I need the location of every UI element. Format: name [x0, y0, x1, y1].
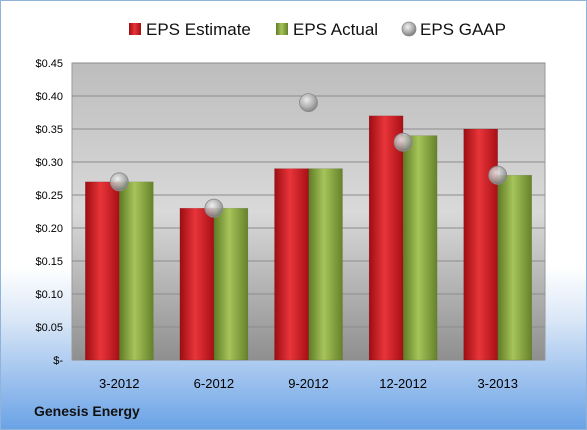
legend-label: EPS Estimate [146, 20, 251, 39]
x-tick-label: 3-2013 [477, 376, 517, 391]
y-tick-label: $0.40 [35, 91, 63, 103]
y-tick-label: $0.45 [35, 58, 63, 70]
y-tick-label: $0.30 [35, 157, 63, 169]
y-axis-ticks: $- $0.05 $0.10 $0.15 $0.20 $0.25 $0.30 $0.35 $0.… [35, 58, 63, 367]
x-tick-label: 6-2012 [194, 376, 234, 391]
eps-gaap-marker [488, 165, 508, 185]
eps-gaap-marker [393, 132, 413, 152]
y-tick-label: $0.15 [35, 256, 63, 268]
y-tick-label: $0.10 [35, 289, 63, 301]
eps-actual-bar [402, 135, 438, 361]
bars [85, 115, 532, 361]
eps-gaap-marker [204, 198, 224, 218]
eps-estimate-bar [85, 181, 120, 361]
company-label: Genesis Energy [34, 403, 140, 419]
eps-actual-bar [308, 168, 343, 361]
eps-estimate-bar [463, 128, 498, 361]
eps-actual-bar [213, 207, 249, 361]
legend-swatch [276, 23, 288, 35]
legend-eps-actual: EPS Actual [276, 20, 378, 39]
x-tick-label: 3-2012 [99, 376, 139, 391]
y-tick-label: $- [53, 355, 63, 367]
legend-eps-estimate: EPS Estimate [129, 20, 251, 39]
eps-actual-bar [119, 181, 154, 361]
eps-gaap-marker [109, 172, 129, 192]
eps-gaap-marker [299, 93, 318, 112]
legend-label: EPS Actual [293, 20, 378, 39]
legend: EPS Estimate EPS Actual EPS GAAP [129, 20, 506, 39]
y-tick-label: $0.20 [35, 223, 63, 235]
legend-swatch [129, 23, 141, 35]
x-tick-label: 9-2012 [288, 376, 328, 391]
y-tick-label: $0.05 [35, 322, 63, 334]
x-tick-label: 12-2012 [379, 376, 427, 391]
legend-swatch [401, 21, 417, 37]
legend-label: EPS GAAP [420, 20, 506, 39]
y-tick-label: $0.25 [35, 190, 63, 202]
eps-estimate-bar [179, 207, 215, 361]
gaap-markers [109, 93, 508, 218]
eps-estimate-bar [368, 115, 404, 361]
legend-eps-gaap: EPS GAAP [401, 20, 506, 39]
eps-estimate-bar [274, 168, 309, 361]
x-axis-ticks: 3-2012 6-2012 9-2012 12-2012 3-2013 [99, 376, 518, 391]
y-tick-label: $0.35 [35, 124, 63, 136]
eps-actual-bar [497, 174, 532, 361]
